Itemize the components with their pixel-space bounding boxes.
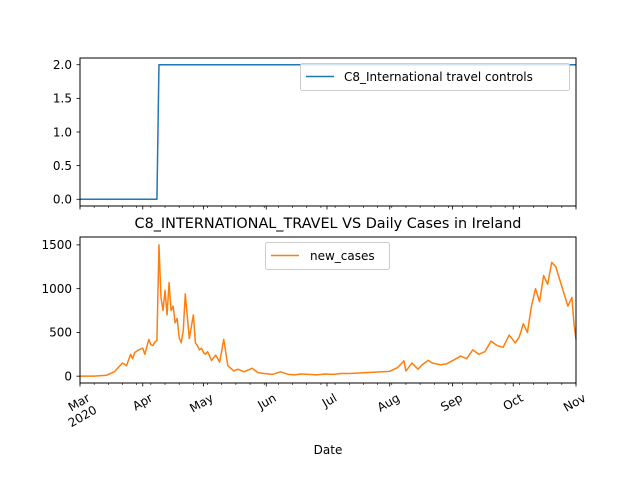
bottom-ytick-label: 1000 [41, 282, 72, 296]
top-ytick-label: 2.0 [53, 58, 72, 72]
top-ytick-label: 0.5 [53, 159, 72, 173]
top-x-ticks [79, 206, 577, 210]
x-axis-label: Date [314, 443, 343, 457]
bottom-x-ticks: Mar2020 Apr May Jun Jul Aug Sep Oct Nov [59, 383, 588, 430]
top-legend-box [300, 63, 570, 91]
bottom-axes-frame [79, 236, 577, 384]
top-ytick-label: 0.0 [53, 193, 72, 207]
top-legend-label: C8_International travel controls [344, 70, 533, 84]
bottom-xtick-label: Aug [375, 391, 402, 415]
bottom-xtick-label: Jun [254, 391, 278, 413]
bottom-axes: C8_INTERNATIONAL_TRAVEL VS Daily Cases i… [41, 216, 588, 457]
bottom-xtick-label: May [187, 391, 215, 416]
chart-title: C8_INTERNATIONAL_TRAVEL VS Daily Cases i… [135, 216, 522, 232]
top-axes: 0.0 0.5 1.0 1.5 2.0 C8_International travel … [53, 57, 577, 210]
bottom-y-ticks: 0 500 1000 1500 [41, 238, 80, 383]
bottom-legend-label: new_cases [310, 249, 375, 263]
bottom-xtick-label: Jul [319, 391, 339, 411]
bottom-xtick-label: Sep [438, 391, 465, 414]
top-y-ticks: 0.0 0.5 1.0 1.5 2.0 [53, 58, 80, 207]
bottom-series-lines [80, 244, 577, 377]
series-line-bottom-0 [80, 244, 577, 377]
top-ytick-label: 1.0 [53, 125, 72, 139]
top-legend: C8_International travel controls [300, 63, 570, 91]
bottom-ytick-label: 500 [49, 326, 72, 340]
bottom-xtick-label: Oct [501, 391, 526, 414]
bottom-xtick-label: Apr [130, 391, 155, 414]
bottom-legend-box [265, 242, 390, 270]
bottom-ytick-label: 0 [64, 369, 72, 383]
top-ytick-label: 1.5 [53, 92, 72, 106]
bottom-legend: new_cases [265, 242, 390, 270]
bottom-xtick-label: Nov [561, 391, 588, 415]
bottom-xtick-label: Mar2020 [59, 391, 99, 430]
bottom-ytick-label: 1500 [41, 238, 72, 252]
